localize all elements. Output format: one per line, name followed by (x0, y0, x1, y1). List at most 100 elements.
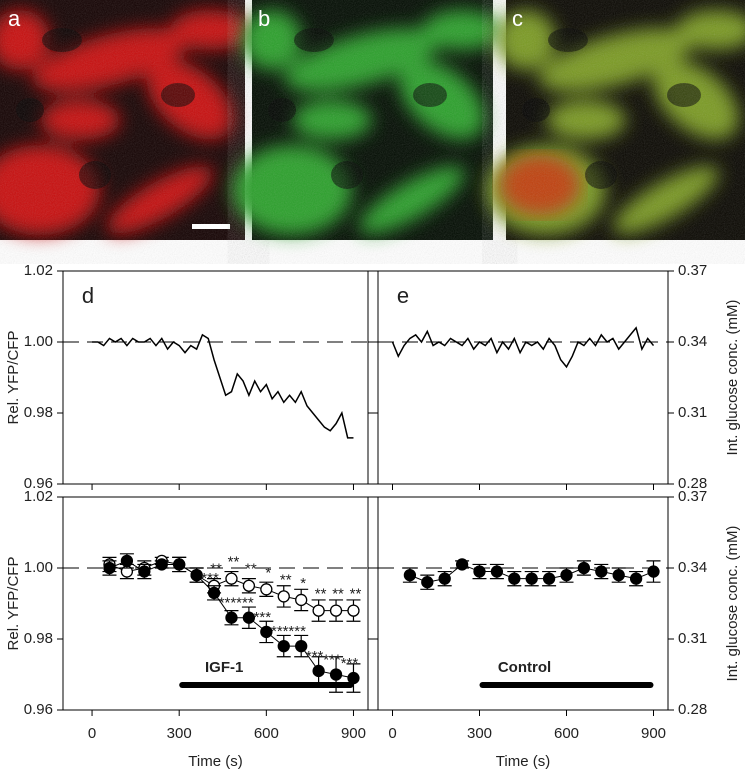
data-point (295, 593, 308, 607)
y-axis-label: Rel. YFP/CFP (5, 557, 22, 651)
y-tick-label: 0.96 (24, 475, 53, 492)
data-point (173, 558, 186, 571)
x-tick-label: 900 (641, 725, 666, 742)
data-point (190, 568, 203, 582)
data-point (312, 664, 325, 678)
treatment-bar (479, 682, 654, 688)
data-point (421, 576, 434, 589)
data-point (347, 604, 360, 617)
x-axis-label: Time (s) (188, 753, 242, 770)
data-point (138, 565, 151, 578)
x-axis-label: Time (s) (496, 753, 550, 770)
image-label: c (512, 6, 523, 31)
data-point (242, 611, 256, 624)
x-tick-label: 0 (88, 725, 96, 742)
significance-label: ** (210, 561, 222, 578)
significance-label: ** (245, 561, 257, 578)
data-point (295, 639, 308, 653)
treatment-bar (179, 682, 354, 688)
y2-tick-label: 0.34 (678, 559, 707, 576)
y-tick-label: 1.00 (24, 559, 53, 576)
plot-frame (62, 496, 369, 711)
y2-tick-label: 0.28 (678, 701, 707, 718)
y2-tick-label: 0.37 (678, 488, 707, 505)
image-b: b (232, 0, 502, 246)
significance-label: *** (288, 623, 306, 640)
data-point (242, 579, 256, 592)
data-point (103, 561, 116, 575)
data-point (577, 561, 591, 575)
significance-label: *** (323, 651, 341, 668)
image-label: b (258, 6, 270, 31)
y2-axis-label: Int. glucose conc. (mM) (724, 300, 741, 456)
data-line (92, 333, 354, 439)
x-tick-label: 600 (254, 725, 279, 742)
y2-tick-label: 0.37 (678, 262, 707, 279)
data-point (277, 639, 290, 653)
significance-label: *** (254, 609, 272, 626)
data-line (391, 326, 655, 369)
data-point (455, 558, 469, 571)
panel-label: d (82, 283, 94, 308)
data-point (277, 590, 290, 603)
image-a: a (0, 0, 250, 246)
significance-label: *** (306, 648, 324, 665)
data-point (612, 568, 625, 582)
y2-tick-label: 0.28 (678, 475, 707, 492)
plot-frame (377, 496, 669, 711)
x-tick-label: 300 (167, 725, 192, 742)
data-point (438, 572, 451, 585)
data-point (260, 583, 273, 596)
data-point (595, 565, 608, 578)
data-point (473, 565, 486, 578)
data-point (542, 572, 556, 585)
significance-label: *** (201, 570, 219, 587)
data-point (329, 604, 343, 617)
significance-label: *** (341, 655, 359, 672)
significance-label: *** (219, 595, 237, 612)
data-point (508, 572, 521, 585)
data-point (329, 668, 343, 681)
data-point (120, 554, 134, 568)
significance-label: ** (350, 586, 362, 603)
significance-label: * (300, 575, 306, 592)
treatment-label: IGF-1 (205, 659, 243, 676)
plot-frame (62, 270, 369, 485)
data-point (207, 586, 221, 599)
data-point (403, 568, 417, 582)
data-point (525, 572, 538, 585)
image-c: c (486, 0, 745, 246)
significance-label: ** (228, 554, 240, 571)
panel-label: e (397, 283, 409, 308)
x-tick-label: 900 (341, 725, 366, 742)
data-point (490, 565, 504, 578)
significance-label: ** (280, 571, 292, 588)
data-point (647, 565, 660, 578)
y2-tick-label: 0.31 (678, 630, 707, 647)
y-tick-label: 0.98 (24, 404, 53, 421)
data-point (225, 611, 238, 624)
data-point (312, 604, 325, 617)
significance-label: *** (271, 623, 289, 640)
y2-tick-label: 0.31 (678, 404, 707, 421)
x-tick-label: 300 (467, 725, 492, 742)
significance-label: *** (236, 595, 254, 612)
y-axis-label: Rel. YFP/CFP (5, 331, 22, 425)
data-point (347, 671, 360, 685)
treatment-label: Control (498, 659, 551, 676)
y2-tick-label: 0.34 (678, 333, 707, 350)
data-point (155, 558, 168, 571)
y-tick-label: 0.98 (24, 630, 53, 647)
significance-label: ** (315, 586, 327, 603)
data-point (225, 572, 238, 585)
significance-label: ** (332, 586, 344, 603)
y-tick-label: 1.02 (24, 262, 53, 279)
y-tick-label: 1.00 (24, 333, 53, 350)
x-tick-label: 600 (554, 725, 579, 742)
image-label: a (8, 6, 21, 31)
plot-frame (377, 270, 669, 485)
y-tick-label: 1.02 (24, 488, 53, 505)
data-point (629, 572, 643, 585)
data-point (560, 568, 573, 582)
